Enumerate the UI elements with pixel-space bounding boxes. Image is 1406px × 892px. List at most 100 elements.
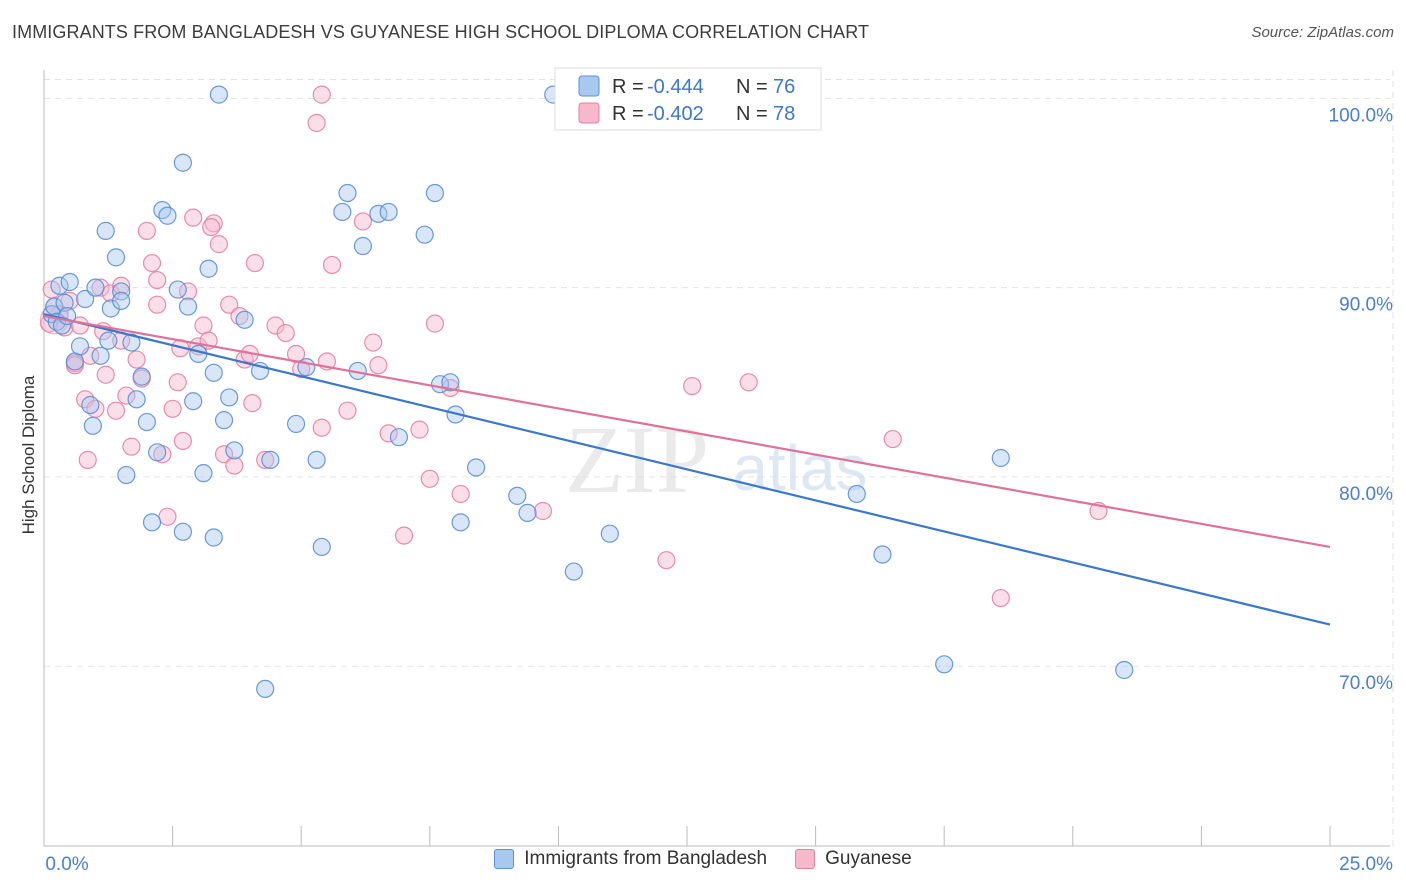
point-bangladesh xyxy=(153,200,172,220)
point-bangladesh xyxy=(91,346,110,365)
point-guyanese xyxy=(657,551,676,570)
chart-title: IMMIGRANTS FROM BANGLADESH VS GUYANESE H… xyxy=(12,22,870,42)
point-guyanese xyxy=(202,217,221,237)
point-guyanese xyxy=(127,350,146,369)
point-guyanese xyxy=(256,450,275,469)
y-axis-label: High School Diploma xyxy=(19,375,38,534)
point-bangladesh xyxy=(991,448,1010,468)
point-bangladesh xyxy=(847,484,866,504)
point-guyanese xyxy=(312,418,331,437)
point-bangladesh xyxy=(307,450,326,469)
point-bangladesh xyxy=(76,289,95,309)
point-guyanese xyxy=(137,221,156,240)
point-guyanese xyxy=(96,365,115,384)
y-tick-label: 80.0% xyxy=(1339,484,1393,505)
point-bangladesh xyxy=(1115,660,1134,680)
point-bangladesh xyxy=(122,333,141,352)
point-guyanese xyxy=(225,456,244,475)
point-guyanese xyxy=(683,376,702,396)
legend-stats: R = -0.444 N = 76 R = -0.402 N = 78 xyxy=(554,67,822,131)
point-guyanese xyxy=(369,356,388,375)
point-guyanese xyxy=(173,431,192,451)
point-bangladesh xyxy=(55,293,74,312)
x-tick-label: 25.0% xyxy=(1339,854,1393,875)
watermark-zip: ZIP xyxy=(565,406,709,513)
point-guyanese xyxy=(425,314,445,333)
legend-swatch-bangladesh xyxy=(494,849,515,869)
point-bangladesh xyxy=(50,276,69,295)
point-bangladesh xyxy=(425,183,445,203)
point-guyanese xyxy=(112,276,131,295)
point-bangladesh xyxy=(148,443,167,462)
point-bangladesh xyxy=(225,441,244,460)
point-guyanese xyxy=(214,445,234,464)
y-tick-label: 90.0% xyxy=(1339,295,1393,316)
point-guyanese xyxy=(353,212,373,231)
point-bangladesh xyxy=(127,390,146,409)
trend-line-guyanese xyxy=(43,314,1331,549)
point-bangladesh xyxy=(204,528,223,547)
point-bangladesh xyxy=(379,202,398,222)
legend-stats-r-value: -0.402 xyxy=(647,103,704,125)
y-tick-label: 100.0% xyxy=(1329,105,1394,126)
trend-line-bangladesh xyxy=(43,313,1331,626)
legend-item-bangladesh: Immigrants from Bangladesh xyxy=(494,848,767,870)
point-bangladesh xyxy=(451,513,470,532)
point-bangladesh xyxy=(173,522,192,541)
point-guyanese xyxy=(991,588,1010,608)
point-guyanese xyxy=(148,270,167,290)
point-bangladesh xyxy=(261,450,280,469)
point-bangladesh xyxy=(353,236,373,256)
point-bangladesh xyxy=(214,411,234,430)
point-guyanese xyxy=(394,526,414,545)
point-guyanese xyxy=(266,316,285,335)
point-bangladesh xyxy=(65,352,84,371)
point-bangladesh xyxy=(132,367,151,386)
point-bangladesh xyxy=(935,655,954,674)
point-guyanese xyxy=(451,484,470,504)
point-guyanese xyxy=(364,333,383,352)
point-guyanese xyxy=(91,278,110,297)
legend-stats-n-value: 76 xyxy=(773,76,795,98)
legend-label-guyanese: Guyanese xyxy=(825,848,912,869)
point-guyanese xyxy=(245,253,265,273)
point-bangladesh xyxy=(518,503,537,522)
point-bangladesh xyxy=(389,428,409,447)
point-guyanese xyxy=(883,429,902,449)
point-guyanese xyxy=(312,85,331,104)
point-guyanese xyxy=(184,208,203,227)
point-bangladesh xyxy=(338,183,357,203)
point-bangladesh xyxy=(220,388,239,407)
point-guyanese xyxy=(276,323,295,343)
x-tick-labels: 0.0% 25.0% xyxy=(45,854,1393,875)
axes xyxy=(43,70,1390,847)
point-bangladesh xyxy=(117,465,136,485)
point-guyanese xyxy=(220,295,239,314)
point-guyanese xyxy=(168,373,187,392)
legend-stats-r-label: R = xyxy=(612,103,644,125)
point-bangladesh xyxy=(415,225,434,244)
point-bangladesh xyxy=(70,337,90,356)
point-bangladesh xyxy=(86,278,105,297)
watermark: ZIP atlas xyxy=(565,406,868,513)
point-bangladesh xyxy=(209,85,228,104)
point-bangladesh xyxy=(158,206,177,225)
point-bangladesh xyxy=(312,537,331,557)
legend-stats-swatch-guyanese xyxy=(578,102,600,124)
point-bangladesh xyxy=(333,202,352,222)
point-bangladesh xyxy=(142,513,162,532)
legend-stats-n-label: N = xyxy=(736,103,768,125)
point-bangladesh xyxy=(60,272,79,292)
point-guyanese xyxy=(307,113,326,133)
point-guyanese xyxy=(739,373,758,392)
point-bangladesh xyxy=(286,414,306,434)
point-bangladesh xyxy=(99,331,118,350)
point-guyanese xyxy=(533,501,553,521)
point-guyanese xyxy=(142,253,162,273)
point-guyanese xyxy=(117,386,136,405)
point-bangladesh xyxy=(168,280,187,299)
source-label: Source: ZipAtlas.com xyxy=(1251,24,1394,41)
point-guyanese xyxy=(194,316,213,335)
point-bangladesh xyxy=(106,248,126,267)
